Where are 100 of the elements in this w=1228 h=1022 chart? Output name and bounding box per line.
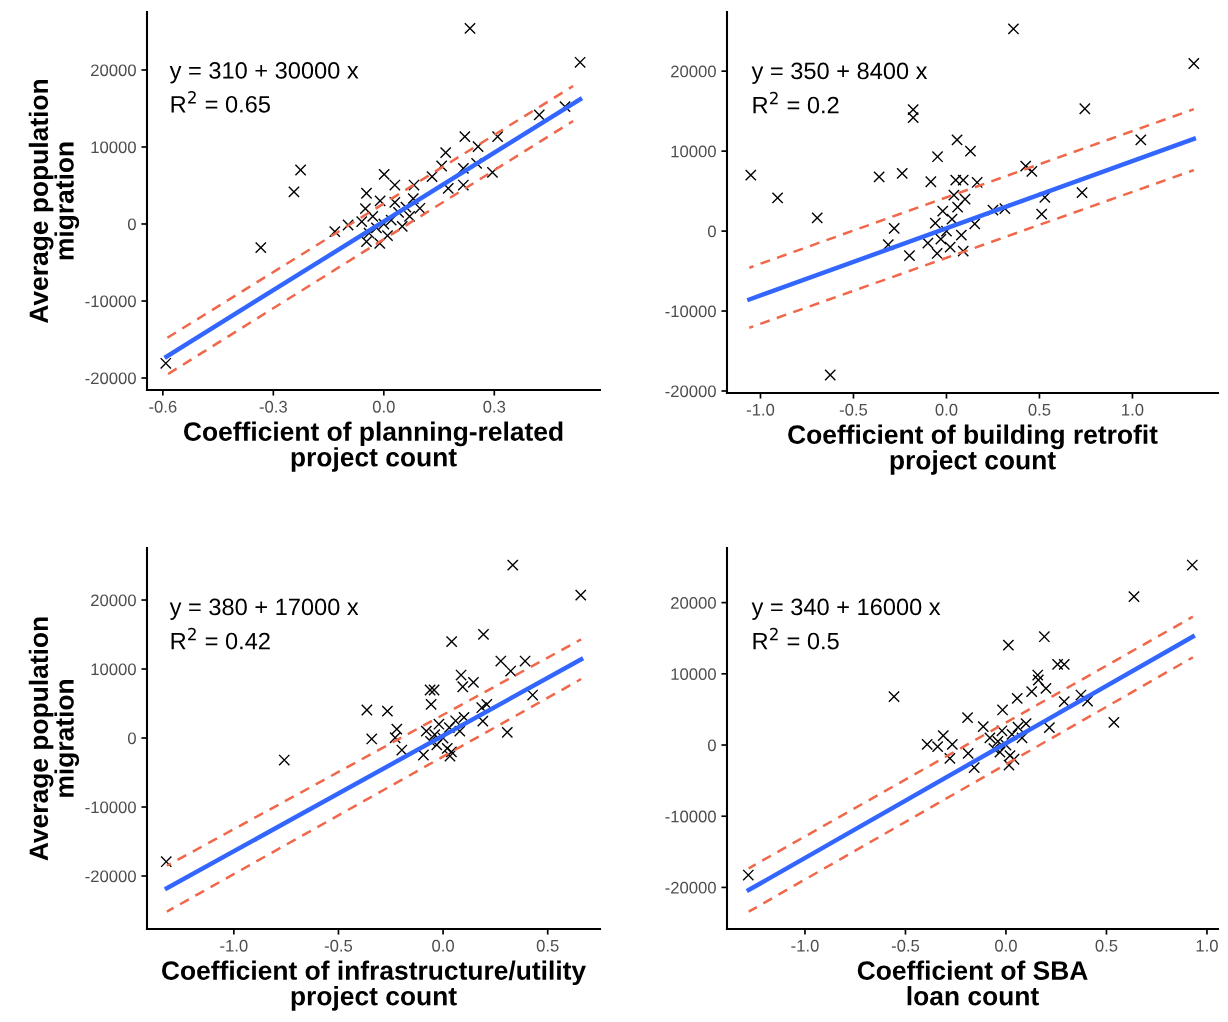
point bbox=[1007, 22, 1020, 35]
point bbox=[480, 698, 493, 711]
point bbox=[964, 145, 977, 157]
y-tick-label: -10000 bbox=[665, 305, 716, 318]
point bbox=[1134, 134, 1147, 146]
y-tick-label: -20000 bbox=[85, 870, 136, 883]
point bbox=[464, 22, 476, 35]
point bbox=[882, 238, 895, 251]
point bbox=[944, 752, 956, 765]
x-tick-label: 0.5 bbox=[1095, 939, 1118, 952]
point bbox=[403, 210, 416, 223]
x-tick-label: -1.0 bbox=[746, 403, 775, 416]
point bbox=[449, 714, 462, 727]
point bbox=[903, 249, 916, 262]
point bbox=[771, 191, 784, 204]
point bbox=[888, 690, 900, 703]
point bbox=[414, 202, 426, 215]
point bbox=[477, 628, 490, 641]
point bbox=[456, 680, 469, 693]
point bbox=[907, 111, 920, 124]
point bbox=[408, 179, 420, 191]
point bbox=[407, 192, 420, 205]
point bbox=[455, 669, 467, 681]
point bbox=[1006, 728, 1018, 741]
x-tick-label: 0.5 bbox=[536, 939, 559, 952]
point bbox=[501, 726, 514, 739]
annotation: y = 340 + 16000 x bbox=[751, 598, 941, 620]
point bbox=[491, 130, 504, 143]
point bbox=[1051, 658, 1064, 671]
point bbox=[424, 684, 436, 696]
point bbox=[1186, 559, 1199, 571]
y-tick-label: 10000 bbox=[671, 145, 716, 158]
point bbox=[896, 167, 909, 180]
point bbox=[1012, 721, 1024, 734]
point bbox=[935, 233, 947, 245]
point bbox=[1011, 692, 1024, 705]
point bbox=[389, 731, 402, 744]
annotation: y = 380 + 17000 x bbox=[169, 598, 359, 620]
annotation: R$^{2}$ = 0.5 bbox=[753, 627, 839, 650]
point bbox=[1019, 160, 1032, 172]
point bbox=[457, 179, 470, 191]
y-tick-label: 0 bbox=[127, 218, 136, 231]
annotation: R$^{2}$ = 0.65 bbox=[171, 91, 270, 113]
point bbox=[1035, 208, 1048, 220]
point bbox=[435, 160, 448, 172]
point bbox=[453, 725, 466, 737]
y-tick-label: 0 bbox=[707, 225, 716, 238]
y-tick-label: -20000 bbox=[665, 385, 716, 398]
y-tick-label: -10000 bbox=[665, 810, 716, 823]
point bbox=[1058, 695, 1071, 708]
point bbox=[504, 665, 517, 677]
point bbox=[417, 749, 430, 761]
y-tick-label: 0 bbox=[707, 739, 716, 752]
point bbox=[494, 655, 507, 667]
x-tick-label: -1.0 bbox=[791, 939, 819, 952]
point bbox=[444, 750, 456, 762]
point bbox=[946, 213, 958, 225]
point bbox=[389, 196, 401, 209]
point bbox=[374, 195, 386, 207]
x-tick-label: -0.5 bbox=[324, 939, 353, 952]
y-tick-label: 10000 bbox=[91, 141, 136, 154]
point bbox=[1020, 717, 1032, 730]
point bbox=[160, 855, 173, 868]
y-tick-label: -20000 bbox=[85, 372, 136, 385]
point bbox=[1078, 102, 1091, 115]
y-tick-label: 20000 bbox=[91, 594, 136, 607]
point bbox=[907, 103, 920, 116]
point bbox=[1038, 630, 1051, 643]
x-axis-title: Coefficient of SBA loan count bbox=[857, 960, 1088, 1006]
point bbox=[936, 205, 949, 217]
point bbox=[443, 721, 456, 734]
point bbox=[328, 225, 341, 238]
point bbox=[1076, 186, 1088, 199]
y-axis-title: Average population migration bbox=[28, 79, 80, 323]
point bbox=[467, 676, 480, 689]
point bbox=[420, 725, 433, 737]
x-tick-label: 1.0 bbox=[1196, 939, 1218, 952]
point bbox=[457, 162, 470, 175]
point bbox=[1075, 689, 1087, 701]
point bbox=[342, 219, 354, 231]
point bbox=[381, 705, 394, 717]
x-tick-label: 0.0 bbox=[935, 403, 958, 416]
point bbox=[1002, 639, 1015, 651]
point bbox=[526, 689, 539, 701]
point bbox=[574, 589, 587, 601]
point bbox=[365, 733, 378, 745]
point bbox=[1031, 669, 1044, 681]
y-tick-label: 20000 bbox=[671, 597, 716, 609]
point bbox=[931, 247, 944, 260]
point bbox=[1025, 165, 1038, 178]
x-tick-label: 0.0 bbox=[432, 939, 455, 952]
y-tick-label: 10000 bbox=[671, 668, 716, 681]
point bbox=[475, 701, 488, 714]
point bbox=[929, 217, 942, 229]
point bbox=[962, 747, 975, 760]
point bbox=[1004, 749, 1016, 762]
point bbox=[924, 175, 937, 188]
point bbox=[574, 56, 586, 69]
point bbox=[946, 738, 959, 751]
x-tick-label: 1.0 bbox=[1122, 403, 1144, 416]
